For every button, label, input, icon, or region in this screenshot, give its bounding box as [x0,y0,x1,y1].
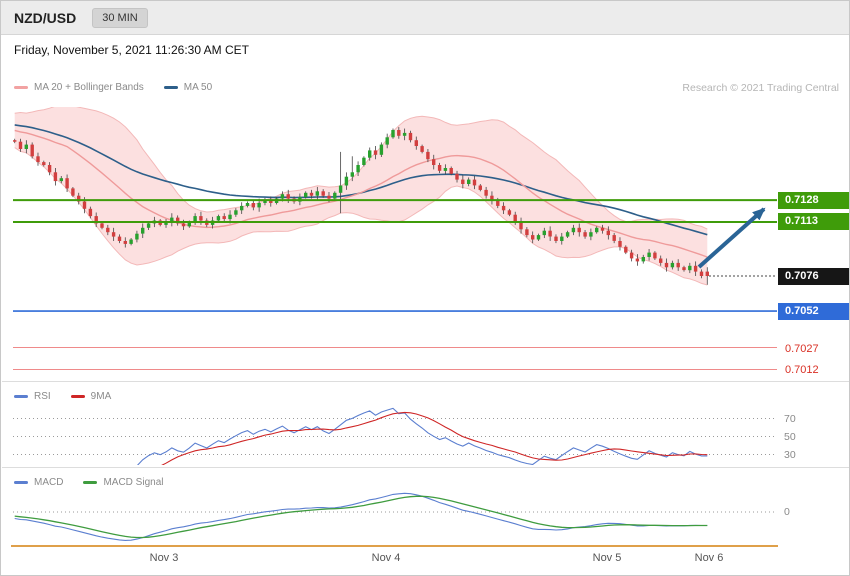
rsi-legend: RSI 9MA [14,391,111,402]
rsi-scale-70: 70 [784,412,796,425]
rsi-line [136,407,708,465]
copyright-note: Research © 2021 Trading Central [682,82,839,94]
timeframe-badge[interactable]: 30 MIN [92,7,148,28]
resistance-tag-0.7128: 0.7128 [778,191,849,209]
bollinger-band-area [14,107,708,286]
rsi-label: RSI [34,391,51,402]
macd-scale-0: 0 [784,506,790,518]
macd-series [14,492,708,541]
rsi-swatch-icon [14,395,28,398]
ma20-line [14,129,708,258]
macd-line [14,492,708,541]
ma20-bollinger-swatch-icon [14,86,28,89]
rsi-ma-line [161,411,708,465]
macd-signal-label: MACD Signal [103,477,164,488]
forecast-arrow [697,207,766,269]
resistance-tag-0.7113: 0.7113 [778,213,849,231]
rsi-grid [13,418,777,455]
rsi-ma-swatch-icon [70,395,85,398]
support-tag-0.7052: 0.7052 [778,302,849,320]
price-level-lines [13,199,777,370]
x-axis-label-nov5: Nov 5 [592,552,622,564]
rsi-scale-30: 30 [784,448,796,461]
macd-signal-swatch-icon [83,481,98,484]
x-axis-label-nov3: Nov 3 [149,552,179,564]
ma50-label: MA 50 [183,82,213,93]
x-axis-label-nov6: Nov 6 [694,552,724,564]
support-label-0.7012: 0.7012 [785,364,819,377]
last-price-tag-0.7076: 0.7076 [778,267,849,285]
rsi-scale-50: 50 [784,430,796,443]
x-axis-label-nov4: Nov 4 [371,552,401,564]
ma20-bollinger-label: MA 20 + Bollinger Bands [34,82,144,93]
candlestick-series [13,127,709,285]
macd-label: MACD [34,477,64,488]
main-legend: MA 20 + Bollinger Bands MA 50 [14,82,212,93]
timestamp: Friday, November 5, 2021 11:26:30 AM CET [14,43,250,57]
macd-signal-line [14,495,708,539]
header-bar: NZD/USD 30 MIN [1,1,849,35]
rsi-series [136,407,708,465]
rsi-ma-label: 9MA [90,391,112,402]
support-label-0.7027: 0.7027 [785,342,819,355]
symbol-title: NZD/USD [14,9,77,26]
macd-legend: MACD MACD Signal [14,477,163,488]
macd-swatch-icon [14,481,28,484]
ma50-swatch-icon [163,86,178,89]
